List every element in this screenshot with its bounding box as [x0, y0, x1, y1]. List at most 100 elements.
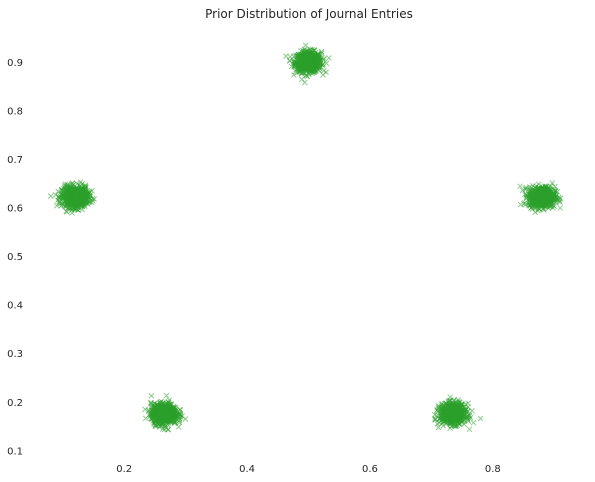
scatter-point — [315, 63, 322, 70]
scatter-point — [62, 181, 69, 188]
scatter-point — [536, 196, 542, 203]
scatter-point — [295, 53, 302, 60]
x-tick-label: 0.2 — [116, 464, 132, 475]
scatter-point — [156, 424, 163, 430]
scatter-point — [70, 197, 77, 204]
scatter-point — [521, 200, 527, 207]
scatter-point — [548, 201, 554, 208]
scatter-point — [523, 192, 530, 199]
scatter-point — [163, 424, 170, 431]
scatter-point — [326, 55, 332, 61]
scatter-point — [443, 409, 450, 416]
scatter-point — [60, 188, 67, 194]
scatter-point — [451, 397, 457, 403]
scatter-point — [79, 206, 86, 213]
scatter-point — [81, 191, 87, 197]
scatter-point — [542, 183, 549, 190]
y-tick-label: 0.3 — [7, 349, 23, 360]
scatter-point — [53, 202, 60, 209]
scatter-point — [170, 418, 177, 424]
y-tick-label: 0.7 — [7, 155, 23, 166]
scatter-point — [299, 60, 305, 67]
scatter-point — [291, 62, 298, 68]
scatter-point — [72, 186, 79, 192]
scatter-point — [443, 416, 450, 422]
scatter-point — [437, 413, 444, 419]
scatter-point — [535, 207, 541, 214]
scatter-point — [517, 201, 524, 208]
scatter-point — [57, 195, 64, 201]
scatter-point — [77, 186, 84, 193]
scatter-point — [527, 187, 534, 194]
scatter-point — [319, 62, 326, 69]
scatter-point — [150, 418, 157, 424]
scatter-point — [148, 392, 155, 399]
scatter-point — [167, 407, 173, 413]
x-tick-label: 0.6 — [362, 464, 378, 475]
scatter-point — [162, 408, 169, 415]
scatter-point — [547, 194, 554, 201]
scatter-point — [176, 418, 182, 424]
scatter-point — [519, 187, 526, 194]
y-tick-label: 0.5 — [7, 252, 23, 263]
scatter-point — [165, 412, 171, 419]
scatter-point — [293, 58, 300, 65]
scatter-point — [301, 79, 308, 86]
scatter-point — [56, 198, 63, 205]
scatter-point — [157, 416, 163, 422]
scatter-point — [532, 209, 539, 216]
scatter-point — [78, 194, 85, 200]
scatter-point — [546, 201, 552, 208]
y-tick-label: 0.9 — [7, 58, 23, 69]
scatter-point — [77, 202, 84, 209]
scatter-point — [540, 199, 547, 205]
scatter-point — [470, 419, 477, 426]
y-tick-label: 0.2 — [7, 398, 23, 409]
scatter-point — [311, 54, 318, 61]
scatter-point — [457, 408, 464, 414]
scatter-point — [532, 197, 539, 204]
scatter-point — [530, 182, 536, 189]
scatter-point — [307, 64, 313, 71]
scatter-point — [526, 202, 532, 209]
scatter-point — [441, 414, 447, 421]
scatter-point — [163, 392, 170, 399]
y-tick-label: 0.6 — [7, 204, 23, 215]
scatter-point — [523, 186, 530, 192]
scatter-point — [166, 397, 173, 403]
y-axis-ticks: 0.1 0.2 0.3 0.4 0.5 0.6 0.7 0.8 0.9 — [7, 58, 23, 457]
scatter-point — [159, 400, 166, 407]
scatter-point — [91, 196, 98, 202]
scatter-point — [311, 56, 318, 63]
scatter-point — [302, 42, 309, 49]
scatter-point — [464, 416, 471, 423]
scatter-point — [447, 425, 454, 432]
scatter-point — [142, 415, 149, 422]
scatter-point — [432, 415, 438, 422]
scatter-point — [477, 415, 484, 422]
scatter-point — [74, 204, 81, 210]
scatter-point — [440, 405, 447, 411]
scatter-point — [517, 183, 524, 190]
scatter-point — [84, 189, 91, 196]
scatter-point — [176, 411, 183, 418]
scatter-point — [302, 53, 309, 59]
scatter-point — [552, 193, 559, 200]
scatter-point — [65, 194, 72, 201]
scatter-point — [459, 401, 466, 408]
scatter-point — [436, 404, 443, 410]
scatter-point — [545, 185, 551, 192]
scatter-point — [182, 416, 189, 422]
x-axis-ticks: 0.2 0.4 0.6 0.8 — [116, 464, 501, 475]
scatter-point — [142, 406, 148, 413]
scatter-point — [557, 205, 564, 211]
scatter-point — [534, 193, 541, 199]
scatter-point — [435, 424, 442, 431]
scatter-point — [535, 185, 542, 192]
scatter-point — [540, 205, 547, 212]
scatter-point — [64, 185, 71, 192]
scatter-point — [526, 194, 533, 201]
scatter-point — [434, 421, 441, 427]
scatter-point — [163, 417, 169, 424]
